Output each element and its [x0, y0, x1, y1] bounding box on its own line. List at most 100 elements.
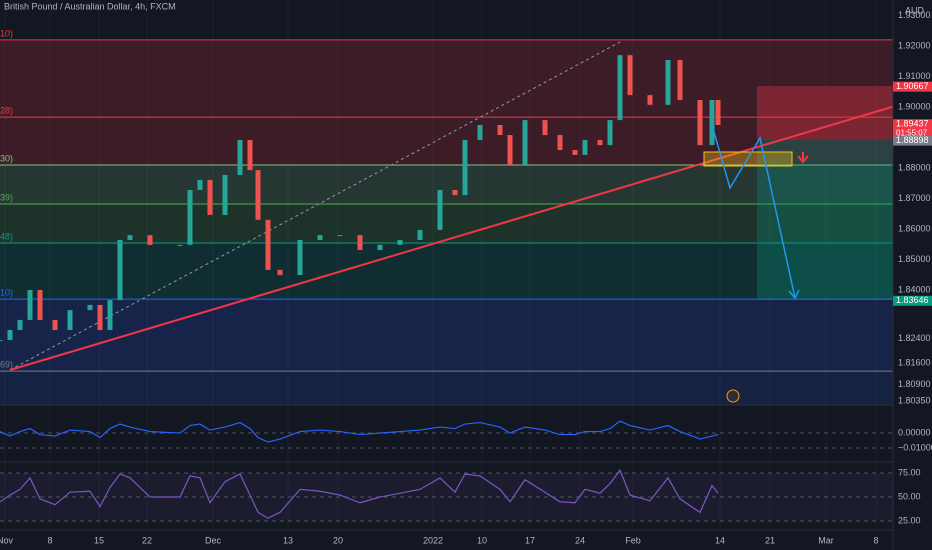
fib-label: 28) — [0, 105, 13, 115]
x-tick-label: Dec — [205, 535, 222, 545]
candle — [715, 99, 721, 125]
y-tick-label: 25.00 — [898, 515, 921, 525]
y-tick-label: 75.00 — [898, 467, 921, 477]
candle — [87, 304, 93, 311]
candle — [17, 319, 23, 330]
event-icon — [726, 389, 740, 403]
candle — [265, 219, 271, 270]
fib-band — [0, 243, 893, 300]
fib-label: 30) — [0, 153, 13, 163]
candle — [497, 124, 503, 136]
fib-label: 10) — [0, 28, 13, 38]
y-tick-label: 1.80350 — [898, 396, 931, 406]
x-tick-label: Nov — [0, 535, 13, 545]
fib-band — [0, 371, 893, 405]
sell-arrow — [797, 152, 809, 164]
countdown: 01:55:07 — [896, 128, 928, 137]
x-tick-label: 8 — [873, 535, 878, 545]
candle — [607, 120, 613, 146]
candle — [417, 229, 423, 240]
x-tick-label: 13 — [283, 535, 293, 545]
candle — [297, 239, 303, 276]
candle — [697, 99, 703, 146]
y-tick-label: 1.87000 — [898, 193, 931, 203]
y-tick-label: 1.86000 — [898, 223, 931, 233]
candle — [37, 290, 43, 320]
y-tick-label: 1.92000 — [898, 40, 931, 50]
candle — [507, 135, 513, 165]
candle — [337, 235, 343, 237]
candle — [572, 150, 578, 155]
candle — [222, 175, 228, 215]
candle — [197, 179, 203, 190]
x-tick-label: 15 — [94, 535, 104, 545]
x-tick-label: 20 — [333, 535, 343, 545]
y-tick-label: 1.85000 — [898, 254, 931, 264]
y-tick-label: 1.84000 — [898, 284, 931, 294]
candle — [582, 139, 588, 155]
candle — [597, 139, 603, 146]
price-tag — [893, 135, 932, 146]
y-tick-label: 1.88000 — [898, 162, 931, 172]
candle — [542, 120, 548, 136]
grid — [4, 0, 877, 530]
candles — [0, 55, 721, 342]
price-axis — [893, 0, 932, 550]
candle — [462, 139, 468, 196]
y-tick-label: 0.00000 — [898, 427, 931, 437]
candle — [647, 95, 653, 105]
projection-path — [711, 124, 796, 299]
candle — [247, 139, 253, 171]
candle — [377, 244, 383, 251]
price-tag — [893, 81, 932, 92]
projection-arrow — [788, 289, 800, 300]
candle — [522, 120, 528, 165]
candle — [627, 55, 633, 96]
x-tick-label: 14 — [715, 535, 725, 545]
y-tick-label: 1.93000 — [898, 10, 931, 20]
candle — [147, 235, 153, 245]
x-tick-label: 21 — [765, 535, 775, 545]
candle — [127, 235, 133, 240]
candle — [177, 244, 183, 246]
candle — [207, 179, 213, 215]
candle — [67, 310, 73, 330]
fib-band — [0, 299, 893, 372]
rsi-band — [0, 473, 893, 521]
fib-band — [0, 39, 893, 118]
candle — [187, 189, 193, 245]
price-tag — [893, 119, 932, 140]
trend-line — [9, 94, 932, 371]
candle — [255, 170, 261, 220]
fib-label: 39) — [0, 192, 13, 202]
price-tag-label: 1.83646 — [896, 295, 929, 305]
candle — [437, 189, 443, 230]
chart-title: British Pound / Australian Dollar, 4h, F… — [4, 1, 176, 11]
candle — [397, 239, 403, 245]
y-tick-label: 50.00 — [898, 491, 921, 501]
fib-label: 48) — [0, 231, 13, 241]
candle — [277, 269, 283, 276]
candle — [357, 235, 363, 251]
fib-band — [0, 117, 893, 165]
candle — [677, 60, 683, 100]
candle — [317, 235, 323, 240]
y-tick-label: 1.91000 — [898, 71, 931, 81]
rsi-line — [0, 468, 719, 519]
price-tag-label: 1.90667 — [896, 81, 929, 91]
candle — [665, 60, 671, 105]
y-tick-label: 1.80900 — [898, 379, 931, 389]
currency-label: AUD — [905, 5, 925, 15]
candle — [107, 300, 113, 330]
price-tag-label: 1.88898 — [896, 135, 929, 145]
x-tick-label: 22 — [142, 535, 152, 545]
y-tick-label: 1.81600 — [898, 358, 931, 368]
x-tick-label: 10 — [477, 535, 487, 545]
y-tick-label: −0.01000 — [898, 442, 932, 452]
candle — [27, 290, 33, 320]
candle — [452, 189, 458, 196]
price-tag — [893, 295, 932, 306]
